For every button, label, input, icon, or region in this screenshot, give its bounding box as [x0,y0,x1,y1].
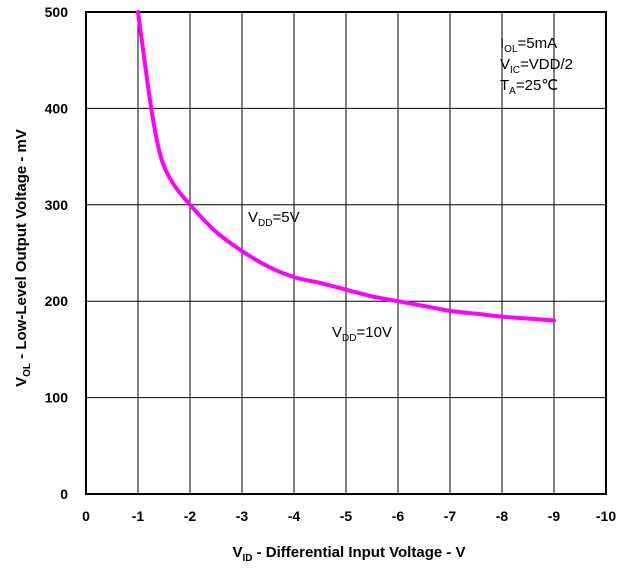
x-tick-label: -7 [444,508,457,524]
plot-area-frame [85,11,607,495]
annotation-vdd-5v: VDD=5V [248,209,300,229]
condition-ta: TA=25℃ [500,77,558,97]
y-tick-label: 0 [60,486,68,502]
x-axis-label: VID - Differential Input Voltage - V [232,544,465,564]
x-tick-label: -10 [596,508,616,524]
y-tick-label: 500 [45,4,69,20]
y-tick-label: 100 [45,390,69,406]
x-tick-label: -1 [132,508,145,524]
condition-iol: IOL=5mA [500,35,557,55]
x-tick-label: -3 [236,508,249,524]
annotation-vdd-10v: VDD=10V [332,324,392,344]
x-tick-label: -9 [548,508,561,524]
x-tick-label: -5 [340,508,353,524]
x-tick-label: -4 [288,508,301,524]
x-tick-label: -8 [496,508,509,524]
y-tick-label: 300 [45,197,69,213]
y-tick-label: 400 [45,100,69,116]
x-tick-label: -2 [184,508,197,524]
y-axis-label: VOL - Low-Level Output Voltage - mV [13,129,33,387]
series-line [136,10,556,323]
condition-vic: VIC=VDD/2 [500,56,573,76]
x-tick-label: 0 [82,508,90,524]
grid-lines [86,12,606,494]
y-tick-label: 200 [45,293,69,309]
x-tick-label: -6 [392,508,405,524]
tick-labels: 0 -1 -2 -3 -4 -5 -6 -7 -8 -9 -10 0 100 200 300 400 500 [45,4,617,524]
